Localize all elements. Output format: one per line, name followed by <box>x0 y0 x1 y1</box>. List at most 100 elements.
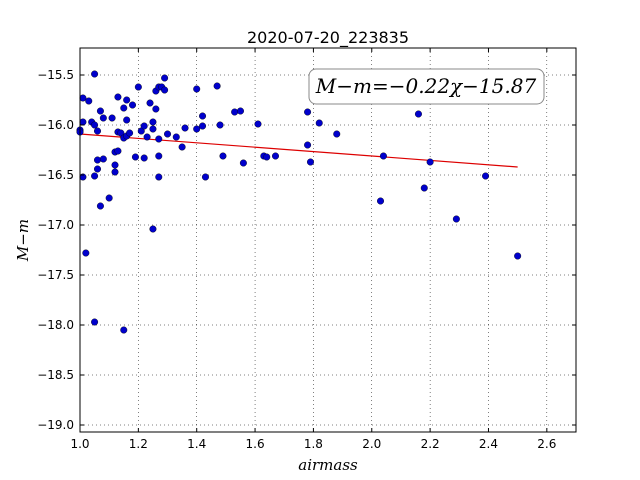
data-point <box>91 121 99 129</box>
data-point <box>239 159 247 167</box>
data-point <box>114 93 122 101</box>
y-tick-label: −15.5 <box>37 68 74 82</box>
x-axis-label: airmass <box>298 456 358 474</box>
data-point <box>482 172 490 180</box>
data-point <box>514 252 522 260</box>
data-point <box>91 318 99 326</box>
data-point <box>452 215 460 223</box>
data-point <box>201 173 209 181</box>
data-point <box>263 153 271 161</box>
data-point <box>79 118 87 126</box>
x-tick-label: 1.0 <box>70 437 89 451</box>
data-point <box>111 168 119 176</box>
data-point <box>96 107 104 115</box>
data-point <box>120 104 128 112</box>
data-point <box>126 129 134 137</box>
fit-line <box>79 133 518 168</box>
y-tick-label: −19.0 <box>37 418 74 432</box>
data-point <box>178 143 186 151</box>
data-point <box>123 96 131 104</box>
fit-equation-text: M−m=−0.22χ−15.87 <box>315 74 537 98</box>
axis-ticks <box>79 48 576 432</box>
data-point <box>271 152 279 160</box>
data-point <box>108 114 116 122</box>
x-tick-label: 2.4 <box>479 437 498 451</box>
data-point <box>94 127 102 135</box>
plot-area-frame <box>79 47 577 433</box>
data-point <box>96 202 104 210</box>
x-tick-label: 1.2 <box>129 437 148 451</box>
y-tick-label: −18.0 <box>37 318 74 332</box>
data-point <box>304 108 312 116</box>
data-point <box>199 112 207 120</box>
x-tick-label: 1.8 <box>304 437 323 451</box>
data-point <box>79 94 87 102</box>
fit-equation-box: M−m=−0.22χ−15.87 <box>308 68 545 105</box>
data-point <box>193 125 201 133</box>
data-point <box>155 135 163 143</box>
y-tick-label: −17.0 <box>37 218 74 232</box>
data-point <box>193 85 201 93</box>
y-axis-label: M−m <box>14 219 32 262</box>
data-point <box>172 133 180 141</box>
data-point <box>213 82 221 90</box>
data-point <box>254 120 262 128</box>
data-point <box>216 121 224 129</box>
data-point <box>155 152 163 160</box>
data-point <box>120 326 128 334</box>
data-point <box>149 118 157 126</box>
data-point <box>333 130 341 138</box>
x-tick-label: 1.4 <box>187 437 206 451</box>
data-point <box>377 197 385 205</box>
y-tick-label: −18.5 <box>37 368 74 382</box>
y-tick-label: −16.0 <box>37 118 74 132</box>
y-tick-label: −16.5 <box>37 168 74 182</box>
data-point <box>82 249 90 257</box>
data-point <box>420 184 428 192</box>
x-tick-label: 2.2 <box>421 437 440 451</box>
data-point <box>131 153 139 161</box>
fit-equation-frame <box>308 68 545 105</box>
data-point <box>91 172 99 180</box>
data-point <box>94 165 102 173</box>
fit-line-group <box>79 133 518 168</box>
data-point <box>236 107 244 115</box>
data-point <box>94 156 102 164</box>
data-point <box>164 130 172 138</box>
data-point <box>123 116 131 124</box>
data-point <box>114 147 122 155</box>
data-point <box>149 225 157 233</box>
data-point <box>161 74 169 82</box>
data-point <box>152 105 160 113</box>
data-point <box>304 141 312 149</box>
data-point <box>146 99 154 107</box>
y-tick-label: −17.5 <box>37 268 74 282</box>
data-point <box>181 124 189 132</box>
data-point <box>134 83 142 91</box>
data-point <box>140 154 148 162</box>
data-point <box>379 152 387 160</box>
data-point <box>161 86 169 94</box>
data-point <box>143 133 151 141</box>
data-point <box>129 101 137 109</box>
data-point <box>306 158 314 166</box>
data-point <box>414 110 422 118</box>
y-tick-labels: −15.5 −16.0 −16.5 −17.0 −17.5 −18.0 −18.5 −19.0 <box>37 68 74 432</box>
data-point <box>219 152 227 160</box>
data-point <box>149 125 157 133</box>
data-point <box>111 161 119 169</box>
data-point <box>140 122 148 130</box>
chart-title: 2020-07-20_223835 <box>247 28 409 48</box>
data-point <box>231 108 239 116</box>
data-point <box>426 158 434 166</box>
x-tick-label: 2.0 <box>362 437 381 451</box>
x-tick-labels: 1.0 1.2 1.4 1.6 1.8 2.0 2.2 2.4 2.6 <box>70 437 556 451</box>
data-point <box>315 119 323 127</box>
data-point <box>99 114 107 122</box>
data-point <box>155 173 163 181</box>
data-point <box>105 194 113 202</box>
data-point <box>199 122 207 130</box>
data-point <box>91 70 99 78</box>
x-tick-label: 2.6 <box>537 437 556 451</box>
